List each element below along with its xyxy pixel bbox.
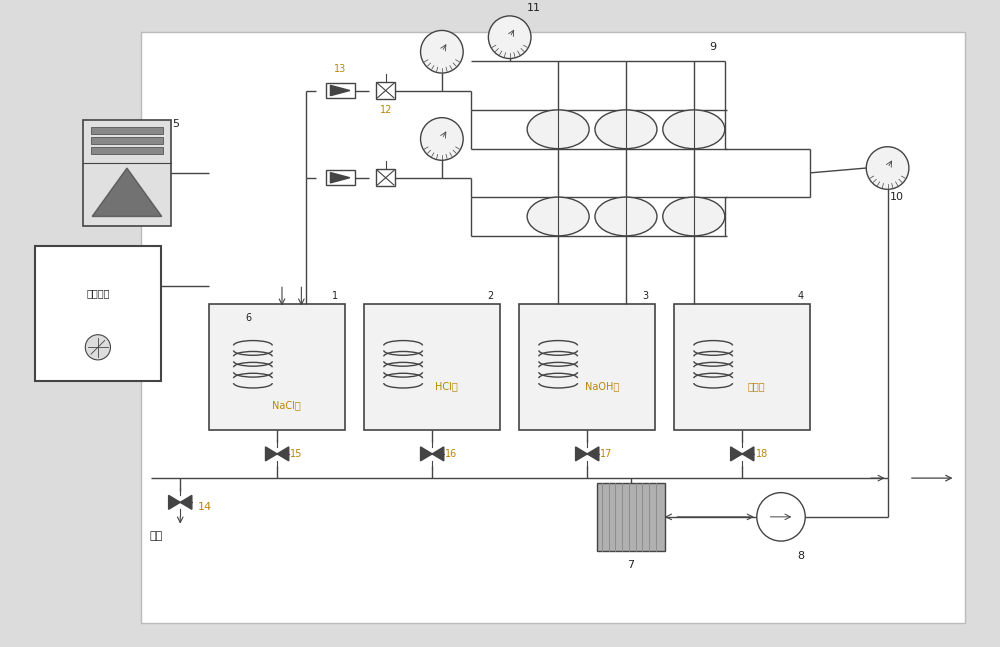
Polygon shape [330,173,350,183]
Text: 16: 16 [445,449,458,459]
Bar [141,32,965,624]
Bar [674,303,810,430]
Polygon shape [731,447,742,461]
Circle shape [488,16,531,58]
Bar [35,246,161,381]
Text: NaCl槽: NaCl槽 [272,400,301,410]
Text: 12: 12 [379,105,392,115]
Circle shape [85,334,110,360]
Text: 1: 1 [332,291,338,301]
Text: 8: 8 [797,551,804,560]
Bar [364,303,500,430]
Text: 2: 2 [487,291,493,301]
Text: 13: 13 [334,64,346,74]
Text: 5: 5 [172,120,179,129]
Ellipse shape [595,110,657,149]
Bar [519,303,655,430]
Bar [597,483,665,551]
Text: 纯水槽: 纯水槽 [748,381,766,391]
Text: 7: 7 [627,560,634,570]
Polygon shape [587,447,599,461]
Polygon shape [266,447,277,461]
Polygon shape [277,447,289,461]
Bar [83,120,171,226]
Bar [326,170,355,186]
Text: 17: 17 [600,449,613,459]
Text: 15: 15 [290,449,303,459]
Polygon shape [432,447,444,461]
Text: 18: 18 [755,449,768,459]
Text: 恒温水槽: 恒温水槽 [86,288,110,298]
Text: 11: 11 [527,3,541,13]
Ellipse shape [663,197,725,236]
Ellipse shape [527,110,589,149]
Text: 排空: 排空 [149,531,163,542]
Polygon shape [742,447,754,461]
Text: 14: 14 [197,502,212,512]
Text: 6: 6 [245,313,251,324]
Circle shape [421,118,463,160]
Ellipse shape [595,197,657,236]
Polygon shape [180,496,192,509]
Polygon shape [330,85,350,96]
Text: NaOH槽: NaOH槽 [585,381,619,391]
Bar [326,83,355,98]
Circle shape [866,147,909,190]
Ellipse shape [527,197,589,236]
Bar [91,137,163,144]
Polygon shape [576,447,587,461]
Polygon shape [92,168,162,217]
Circle shape [757,492,805,541]
Circle shape [421,30,463,73]
Text: 10: 10 [890,192,904,202]
Text: 3: 3 [642,291,648,301]
Bar [209,303,345,430]
Text: 4: 4 [797,291,803,301]
Ellipse shape [663,110,725,149]
Bar [376,169,395,186]
Bar [91,147,163,153]
Polygon shape [169,496,180,509]
Bar [376,82,395,99]
Text: 9: 9 [710,42,717,52]
Polygon shape [421,447,432,461]
Text: HCl槽: HCl槽 [435,381,458,391]
Bar [91,127,163,134]
